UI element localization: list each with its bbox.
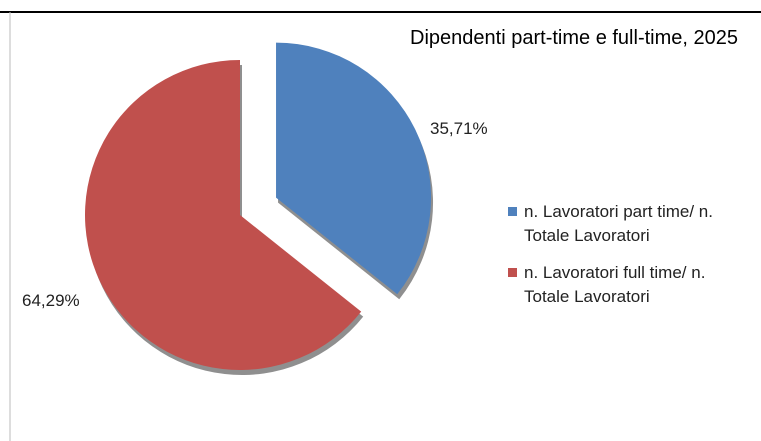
legend: n. Lavoratori part time/ n. Totale Lavor… [508,200,753,322]
legend-item: n. Lavoratori full time/ n. Totale Lavor… [508,261,753,309]
legend-item: n. Lavoratori part time/ n. Totale Lavor… [508,200,753,248]
value-label: 64,29% [22,291,80,310]
legend-swatch [508,268,517,277]
legend-swatch [508,207,517,216]
chart-title: Dipendenti part-time e full-time, 2025 [410,27,738,49]
slice [276,42,432,295]
legend-label: n. Lavoratori part time/ n. Totale Lavor… [524,202,713,245]
value-label: 35,71% [430,119,488,138]
slice [84,60,362,370]
legend-label: n. Lavoratori full time/ n. Totale Lavor… [524,263,706,306]
